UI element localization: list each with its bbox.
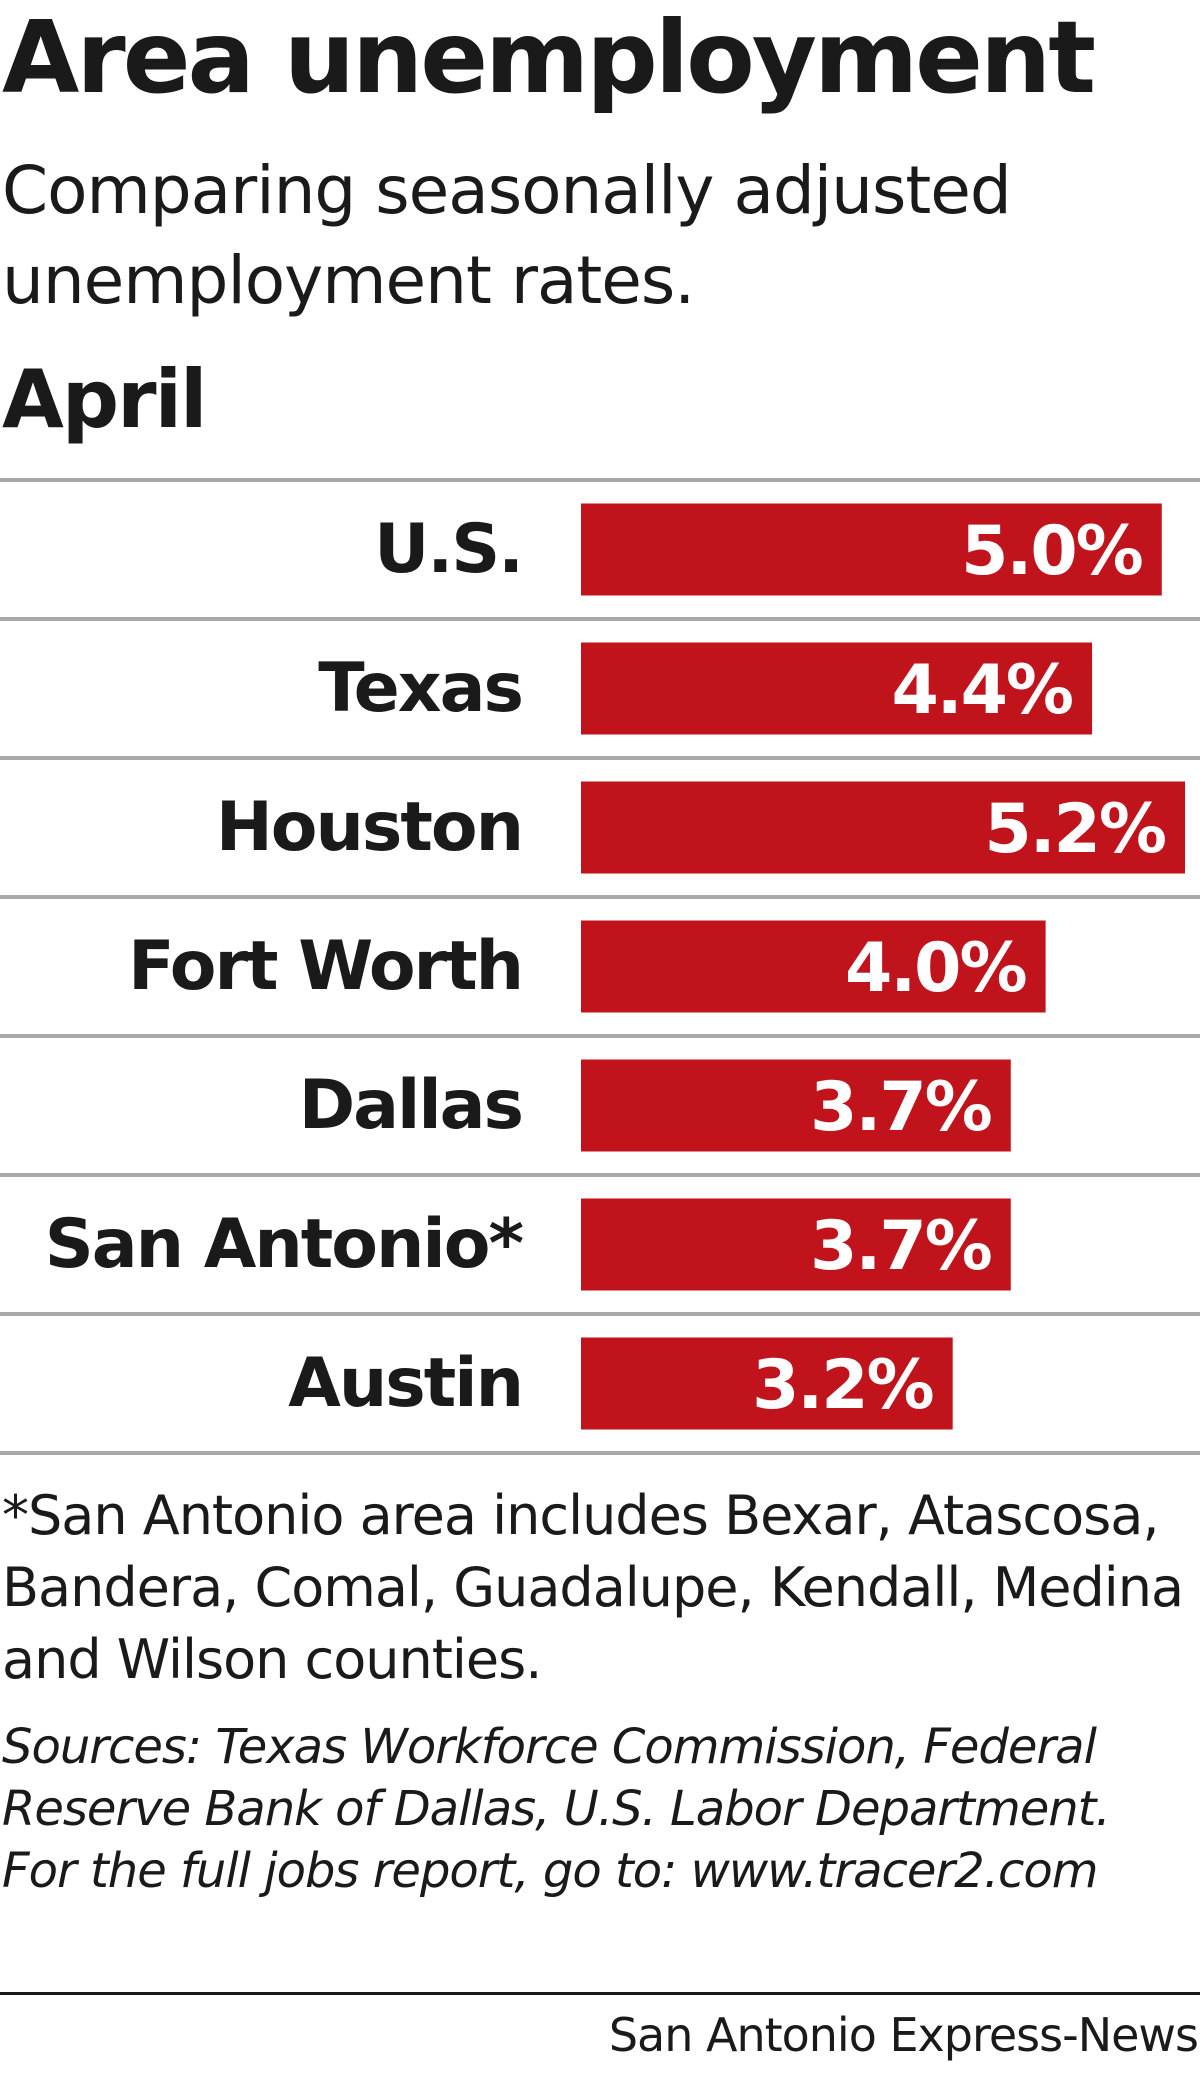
period-label: April [2,353,207,446]
chart-title: Area unemployment [2,0,1096,116]
row-separator [0,895,1200,899]
bar-value-label: 4.0% [845,929,1026,1008]
category-label: San Antonio* [45,1205,524,1284]
bar [581,1059,1011,1152]
bar [581,1337,953,1430]
category-label: Dallas [299,1066,522,1145]
bar [581,642,1093,735]
sources-note: Sources: Texas Workforce Commission, Fed… [2,1719,1111,1899]
bar-chart: U.S. 5.0% Texas 4.4% Houston 5.2% Fort Worth 4.… [0,478,1200,1455]
row-separator [0,1312,1200,1316]
category-label: Texas [318,649,522,728]
bar [581,781,1185,874]
bar-value-label: 3.7% [810,1207,991,1286]
category-label: U.S. [374,510,522,589]
row-separator [0,1173,1200,1177]
row-separator [0,617,1200,621]
bar-value-label: 5.0% [961,512,1142,591]
row-separator [0,1451,1200,1455]
bar [581,920,1046,1013]
category-label: Austin [288,1344,522,1423]
credit-line: San Antonio Express-News [608,2008,1199,2062]
bar-value-label: 4.4% [891,651,1072,730]
bottom-rule [0,1992,1200,1995]
bar-value-label: 3.7% [810,1068,991,1147]
category-label: Houston [216,788,522,867]
row-separator [0,478,1200,482]
row-separator [0,756,1200,760]
bar-value-label: 5.2% [984,790,1165,869]
bar-value-label: 3.2% [752,1346,933,1425]
chart-subtitle: Comparing seasonally adjusted unemployme… [2,152,1012,319]
footnote: *San Antonio area includes Bexar, Atasco… [2,1484,1184,1691]
row-separator [0,1034,1200,1038]
category-label: Fort Worth [128,927,522,1006]
bar [581,503,1162,596]
bar [581,1198,1011,1291]
